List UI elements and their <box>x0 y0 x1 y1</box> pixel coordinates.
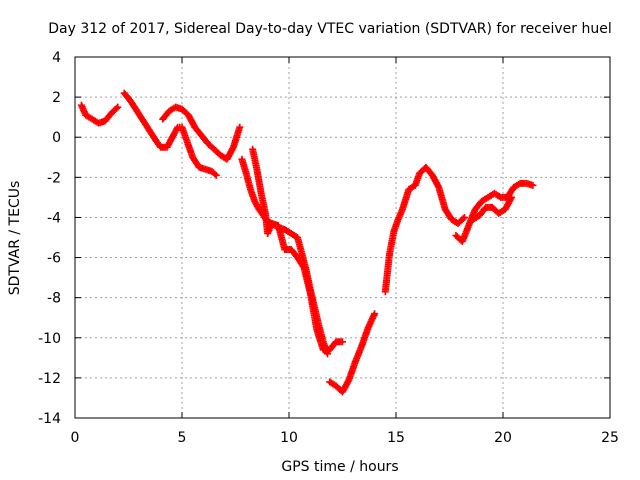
data-points <box>77 89 537 396</box>
y-tick-label: 2 <box>52 90 61 106</box>
data-point-interp <box>291 251 299 259</box>
data-point-interp <box>495 192 503 200</box>
y-tick-label: 0 <box>52 130 61 146</box>
data-point-interp <box>193 160 201 168</box>
data-point-interp <box>138 114 146 122</box>
y-tick-label: -6 <box>47 251 61 267</box>
data-point-interp <box>507 195 515 203</box>
data-point-interp <box>202 137 210 145</box>
grid-layer <box>75 57 610 418</box>
x-tick-label: 20 <box>494 430 512 446</box>
y-tick-label: 4 <box>52 50 61 66</box>
data-point-interp <box>209 169 217 177</box>
data-point-interp <box>456 235 464 243</box>
chart-title: Day 312 of 2017, Sidereal Day-to-day VTE… <box>48 21 611 37</box>
data-point-interp <box>370 311 378 319</box>
y-tick-label: -12 <box>38 371 61 387</box>
data-point-interp <box>189 120 197 128</box>
data-point-interp <box>426 169 434 177</box>
data-point-interp <box>144 124 152 132</box>
series-seg-i <box>469 193 516 223</box>
series-seg-b <box>120 89 220 179</box>
data-point-interp <box>208 143 216 151</box>
series-seg-g <box>381 163 468 296</box>
data-point-interp <box>168 134 176 142</box>
x-tick-label: 10 <box>280 430 298 446</box>
y-tick-label: -14 <box>38 411 61 427</box>
data-point-interp <box>154 140 162 148</box>
data-point-interp <box>398 207 406 215</box>
series-seg-f <box>326 310 379 396</box>
data-point-interp <box>357 343 365 351</box>
data-point-interp <box>250 196 258 204</box>
data-point-interp <box>351 359 359 367</box>
data-point-interp <box>257 208 265 216</box>
data-point-interp <box>480 206 488 214</box>
data-point-interp <box>235 125 243 133</box>
plot-frame <box>74 56 611 419</box>
data-point-interp <box>508 186 516 194</box>
tick-layer: 0 5 10 15 20 25 -14 -12 -10 -8 -6 -4 -2 0 2 4 <box>38 50 619 446</box>
data-point-interp <box>298 261 306 269</box>
data-point-interp <box>312 324 320 332</box>
data-point-interp <box>111 106 119 114</box>
data-point-interp <box>464 223 472 231</box>
data-point-interp <box>299 262 307 270</box>
x-tick-label: 25 <box>601 430 619 446</box>
data-point-interp <box>113 104 121 112</box>
data-point-interp <box>131 104 139 112</box>
data-point-interp <box>214 149 222 157</box>
data-point-interp <box>330 340 338 348</box>
series-seg-e <box>249 145 346 354</box>
data-point-interp <box>446 213 454 221</box>
data-point-interp <box>343 379 351 387</box>
data-point-interp <box>297 248 305 256</box>
series-seg-c <box>159 103 244 163</box>
data-point-interp <box>242 168 250 176</box>
data-point-interp <box>458 216 466 224</box>
data-point-interp <box>433 180 441 188</box>
y-tick-label: -4 <box>47 210 61 226</box>
data-point-interp <box>364 325 372 333</box>
data-point-interp <box>229 145 237 153</box>
data-point-interp <box>390 229 398 237</box>
data-point-interp <box>105 112 113 120</box>
data-point-interp <box>527 181 535 189</box>
y-tick-label: -2 <box>47 170 61 186</box>
x-axis-label: GPS time / hours <box>281 459 398 475</box>
data-point-interp <box>228 146 236 154</box>
data-point-interp <box>246 184 254 192</box>
data-point-interp <box>182 109 190 117</box>
data-point-interp <box>182 134 190 142</box>
y-axis-label: SDTVAR / TECUs <box>7 181 23 296</box>
y-tick-label: -10 <box>38 331 61 347</box>
data-point-interp <box>344 377 352 385</box>
x-tick-label: 15 <box>387 430 405 446</box>
data-point-interp <box>150 134 158 142</box>
data-point-interp <box>195 129 203 137</box>
data-point-interp <box>163 110 171 118</box>
data-point-interp <box>506 196 514 204</box>
series-seg-a <box>77 101 122 127</box>
data-point-interp <box>515 180 523 188</box>
data-point-interp <box>211 170 219 178</box>
x-tick-label: 5 <box>178 430 187 446</box>
x-tick-label: 0 <box>71 430 80 446</box>
y-tick-label: -8 <box>47 291 61 307</box>
data-point-interp <box>337 338 345 346</box>
data-point-interp <box>434 182 442 190</box>
data-point-interp <box>125 94 132 102</box>
data-point-interp <box>459 215 467 223</box>
data-point-interp <box>394 217 402 225</box>
data-point-interp <box>475 200 483 208</box>
data-point-interp <box>200 165 208 173</box>
